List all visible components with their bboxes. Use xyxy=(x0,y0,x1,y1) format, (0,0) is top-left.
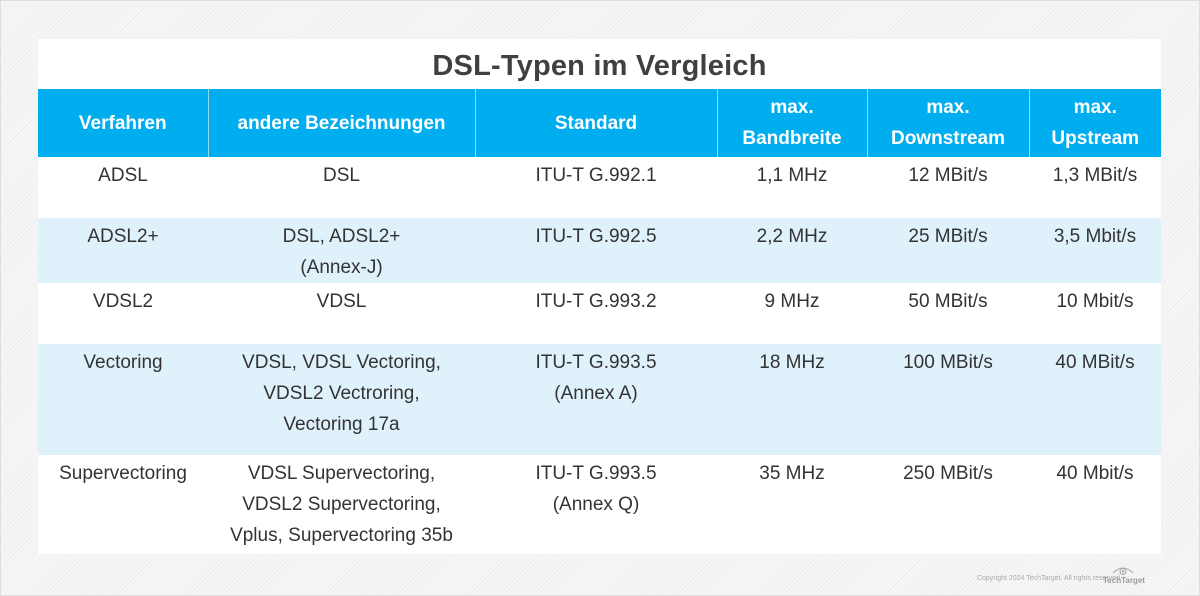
techtarget-logo: TechTarget xyxy=(1103,565,1145,587)
header-label: andere Bezeichnungen xyxy=(237,112,446,134)
cell-downstream: 12 MBit/s xyxy=(908,165,988,186)
cell-bezeichnungen: VDSL xyxy=(208,283,475,344)
cell-line: Vplus, Supervectoring 35b xyxy=(230,525,453,546)
cell-line: VDSL2 Supervectoring, xyxy=(242,494,441,515)
cell-downstream: 100 MBit/s xyxy=(867,344,1029,455)
cell-verfahren: Vectoring xyxy=(38,344,208,455)
cell-line: ITU-T G.992.5 xyxy=(535,226,657,247)
cell-line: ITU-T G.993.5 xyxy=(535,463,657,484)
cell-line: VDSL xyxy=(316,291,367,312)
cell-line: VDSL, VDSL Vectoring, xyxy=(242,352,441,373)
cell-line: ITU-T G.993.2 xyxy=(535,291,657,312)
cell-verfahren: VDSL2 xyxy=(92,291,154,312)
cell-bezeichnungen: VDSL, VDSL Vectoring, VDSL2 Vectroring, Ve… xyxy=(208,344,475,455)
cell-bandbreite: 9 MHz xyxy=(764,291,820,312)
cell-standard: ITU-T G.992.5 xyxy=(475,218,717,283)
cell-line: DSL, ADSL2+ xyxy=(282,226,401,247)
cell-bandbreite: 35 MHz xyxy=(759,463,825,484)
cell-standard: ITU-T G.993.5 (Annex A) xyxy=(475,344,717,455)
table-row: VDSL2 VDSL ITU-T G.993.2 9 MHz 50 MBit/s… xyxy=(38,283,1161,344)
cell-verfahren: ADSL2+ xyxy=(38,218,208,283)
copyright-notice: Copyright 2024 TechTarget. All rights re… xyxy=(976,575,1120,582)
cell-upstream: 40 Mbit/s xyxy=(1056,463,1134,484)
cell-bandbreite: 1,1 MHz xyxy=(756,165,828,186)
table-row: Vectoring VDSL, VDSL Vectoring, VDSL2 Vec… xyxy=(38,344,1161,455)
header-label: max. xyxy=(1073,97,1117,118)
cell-line: (Annex-J) xyxy=(300,257,383,278)
cell-upstream: 40 MBit/s xyxy=(1029,344,1161,455)
column-header-bandbreite: max. Bandbreite xyxy=(716,89,867,157)
cell-bandbreite: 2,2 MHz xyxy=(717,218,867,283)
cell-upstream: 10 Mbit/s xyxy=(1056,291,1134,312)
header-label: max. xyxy=(926,97,970,118)
cell-line: ITU-T G.992.1 xyxy=(535,165,657,186)
table-row: Supervectoring VDSL Supervectoring, VDSL2… xyxy=(38,455,1161,558)
cell-line: (Annex Q) xyxy=(552,494,640,515)
cell-verfahren: ADSL xyxy=(98,165,148,186)
cell-line: Vectoring 17a xyxy=(283,414,400,435)
comparison-card: DSL-Typen im Vergleich Verfahren andere … xyxy=(38,39,1161,554)
column-header-standard: Standard xyxy=(474,89,717,157)
header-label: Standard xyxy=(554,112,638,134)
table-header-row: Verfahren andere Bezeichnungen Standard … xyxy=(38,89,1161,157)
cell-standard: ITU-T G.993.5 (Annex Q) xyxy=(475,455,717,558)
cell-standard: ITU-T G.993.2 xyxy=(475,283,717,344)
dsl-comparison-table: Verfahren andere Bezeichnungen Standard … xyxy=(38,89,1161,558)
cell-bandbreite: 18 MHz xyxy=(717,344,867,455)
column-header-verfahren: Verfahren xyxy=(38,89,208,157)
table-row: ADSL DSL ITU-T G.992.1 1,1 MHz 12 MBit/s… xyxy=(38,157,1161,218)
header-label: max. xyxy=(770,97,814,118)
cell-downstream: 250 MBit/s xyxy=(903,463,993,484)
cell-verfahren: Supervectoring xyxy=(59,463,187,484)
column-header-downstream: max. Downstream xyxy=(866,89,1029,157)
page-title: DSL-Typen im Vergleich xyxy=(432,50,767,82)
header-label: Upstream xyxy=(1051,128,1140,149)
header-label: Downstream xyxy=(890,128,1006,149)
cell-line: VDSL Supervectoring, xyxy=(247,463,436,484)
cell-upstream: 1,3 MBit/s xyxy=(1052,165,1138,186)
brand-name: TechTarget xyxy=(1103,576,1145,585)
cell-line: (Annex A) xyxy=(554,383,638,404)
cell-line: ITU-T G.993.5 xyxy=(535,352,657,373)
column-header-upstream: max. Upstream xyxy=(1028,89,1161,157)
cell-line: DSL xyxy=(323,165,360,186)
column-header-bezeichnungen: andere Bezeichnungen xyxy=(207,89,475,157)
cell-line: VDSL2 Vectroring, xyxy=(263,383,420,404)
cell-bezeichnungen: VDSL Supervectoring, VDSL2 Supervectoring… xyxy=(208,455,475,558)
header-label: Bandbreite xyxy=(742,128,842,149)
cell-standard: ITU-T G.992.1 xyxy=(475,157,717,218)
cell-bezeichnungen: DSL, ADSL2+ (Annex-J) xyxy=(208,218,475,283)
eye-icon xyxy=(1112,567,1134,575)
cell-upstream: 3,5 Mbit/s xyxy=(1029,218,1161,283)
table-row: ADSL2+ DSL, ADSL2+ (Annex-J) ITU-T G.992.… xyxy=(38,218,1161,283)
cell-bezeichnungen: DSL xyxy=(208,157,475,218)
header-label: Verfahren xyxy=(78,112,167,134)
cell-downstream: 50 MBit/s xyxy=(908,291,988,312)
cell-downstream: 25 MBit/s xyxy=(867,218,1029,283)
